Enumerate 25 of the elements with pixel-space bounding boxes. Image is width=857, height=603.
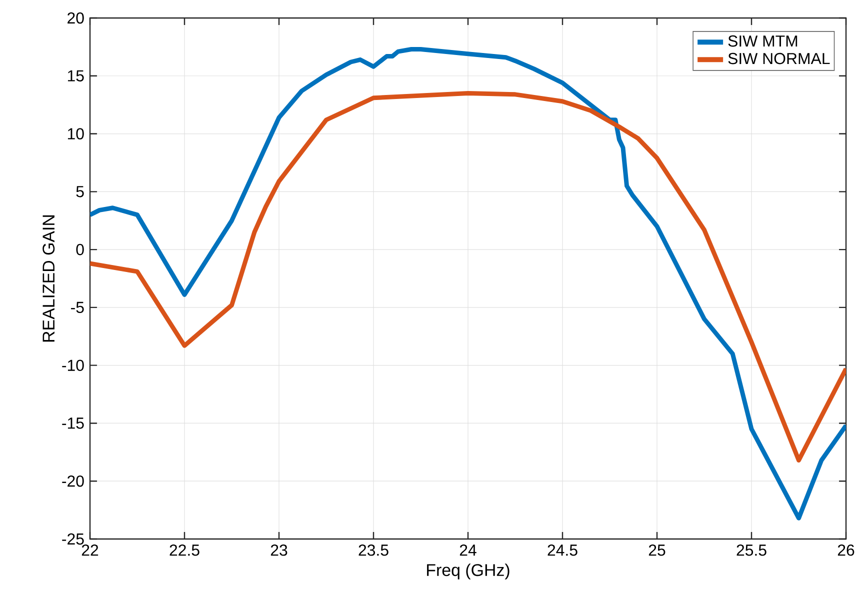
x-tick-label: 24.5 [548, 544, 578, 556]
legend-label: SIW MTM [728, 35, 798, 47]
y-tick-label: -10 [62, 360, 84, 371]
line-series [90, 47, 846, 520]
y-axis-title: REALIZED GAIN [42, 215, 55, 342]
x-axis-title: Freq (GHz) [427, 564, 510, 580]
x-tick-label: 22.5 [170, 544, 200, 556]
x-tick-label: 25 [648, 544, 666, 556]
x-tick-label: 26 [838, 544, 854, 556]
legend-label: SIW NORMAL [728, 52, 830, 64]
x-tick-label: 25.5 [736, 544, 766, 556]
x-tick-label: 23.5 [358, 544, 388, 556]
y-tick-label: -25 [62, 533, 84, 545]
line-series [90, 91, 846, 463]
x-tick-label: 23 [270, 544, 288, 556]
y-tick-label: -5 [71, 302, 84, 314]
x-tick-label: 22 [82, 544, 98, 556]
y-tick-label: 15 [68, 70, 84, 82]
y-tick-label: 10 [68, 128, 84, 140]
y-tick-label: -20 [62, 475, 84, 487]
y-tick-label: 0 [76, 244, 84, 256]
x-tick-label: 24 [460, 544, 476, 556]
y-tick-label: 20 [68, 12, 84, 24]
y-tick-label: -15 [62, 418, 84, 429]
y-tick-label: 5 [76, 186, 84, 198]
